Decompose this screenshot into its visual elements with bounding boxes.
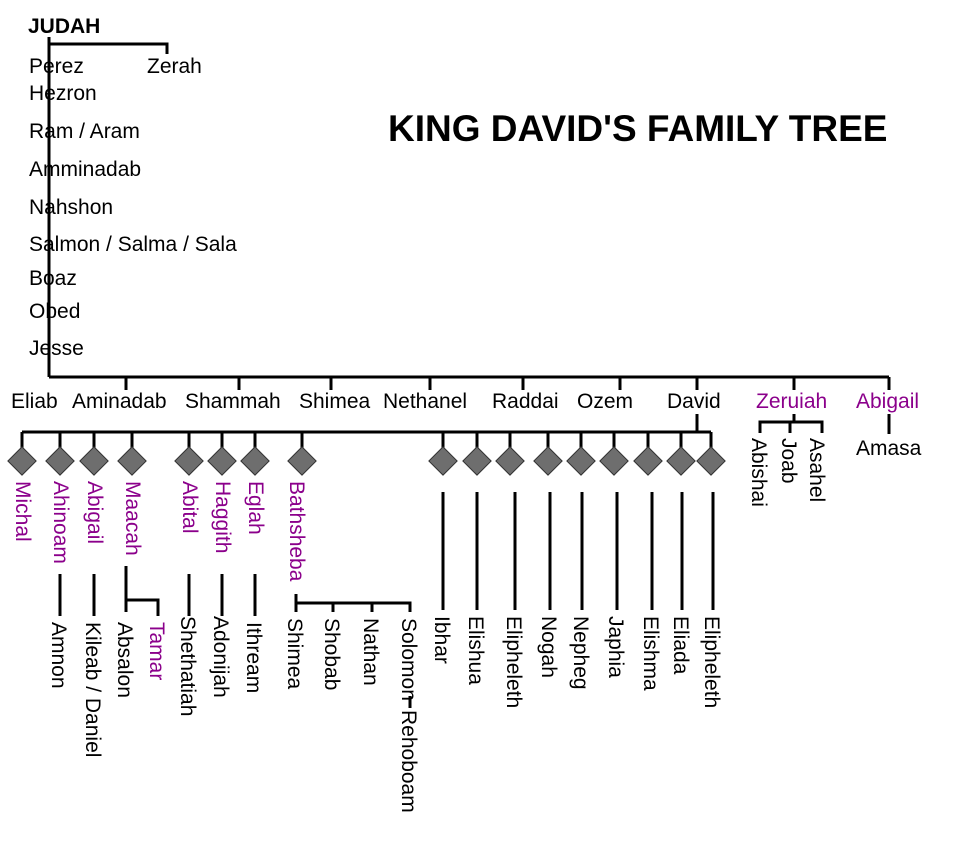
wife-diamond — [79, 446, 109, 476]
node-boaz: Boaz — [29, 267, 77, 290]
concubine-diamond — [696, 446, 726, 476]
child-nathan: Nathan — [359, 618, 382, 686]
node-david: David — [667, 390, 721, 413]
child-adonijah: Adonijah — [209, 616, 232, 698]
node-amminadab: Amminadab — [29, 158, 141, 181]
concubine-diamond — [666, 446, 696, 476]
child-shethatiah: Shethatiah — [176, 616, 199, 716]
child-ithream: Ithream — [242, 622, 265, 693]
concubine-diamond — [428, 446, 458, 476]
child-elipheleth: Elipheleth — [502, 616, 525, 708]
wife-diamond — [7, 446, 37, 476]
wife-ahinoam: Ahinoam — [49, 481, 72, 564]
child-kileab: Kileab / Daniel — [81, 622, 104, 757]
judah-connector — [47, 37, 169, 54]
child-amnon: Amnon — [47, 622, 70, 689]
node-nethanel: Nethanel — [383, 390, 467, 413]
node-obed: Obed — [29, 300, 80, 323]
node-ram: Ram / Aram — [29, 120, 140, 143]
node-salmon: Salmon / Salma / Sala — [29, 233, 237, 256]
maacah-tamar-line — [126, 598, 160, 616]
wife-diamond — [287, 446, 317, 476]
concubine-diamond — [533, 446, 563, 476]
child-nepheg: Nepheg — [569, 616, 592, 690]
wife-haggith: Haggith — [211, 481, 234, 553]
concubine-diamond — [495, 446, 525, 476]
wife-diamond — [240, 446, 270, 476]
child-nogah: Nogah — [537, 616, 560, 678]
child-elishua: Elishua — [464, 616, 487, 685]
node-ozem: Ozem — [577, 390, 633, 413]
diagram-title: KING DAVID'S FAMILY TREE — [388, 108, 887, 149]
concubine-diamond — [462, 446, 492, 476]
node-eliab: Eliab — [11, 390, 58, 413]
node-asahel: Asahel — [805, 438, 828, 502]
child-rehoboam: Rehoboam — [397, 710, 420, 813]
bathsheba-children-bar — [294, 601, 412, 612]
wife-diamond — [45, 446, 75, 476]
node-abishai: Abishai — [747, 438, 770, 507]
node-perez: Perez — [29, 55, 84, 78]
child-solomon: Solomon — [397, 618, 420, 701]
node-raddai: Raddai — [492, 390, 559, 413]
wife-eglah: Eglah — [244, 481, 267, 535]
concubine-diamond — [599, 446, 629, 476]
node-judah: JUDAH — [28, 15, 100, 38]
wife-diamond — [174, 446, 204, 476]
node-aminadab: Aminadab — [72, 390, 167, 413]
wife-abital: Abital — [178, 481, 201, 534]
node-jesse: Jesse — [29, 337, 84, 360]
concubine-diamond — [566, 446, 596, 476]
wife-abigail: Abigail — [83, 481, 106, 544]
node-shammah: Shammah — [185, 390, 281, 413]
child-japhia: Japhia — [604, 616, 627, 678]
concubine-diamond — [633, 446, 663, 476]
node-hezron: Hezron — [29, 82, 97, 105]
child-tamar: Tamar — [145, 622, 168, 680]
node-nahshon: Nahshon — [29, 196, 113, 219]
wife-maacah: Maacah — [121, 481, 144, 556]
child-shobab: Shobab — [320, 618, 343, 690]
node-abigail-sister: Abigail — [856, 390, 919, 413]
node-zeruiah: Zeruiah — [756, 390, 827, 413]
wife-diamonds — [7, 446, 726, 476]
node-amasa: Amasa — [856, 437, 922, 460]
child-ibhar: Ibhar — [430, 616, 453, 664]
child-elishma: Elishma — [639, 616, 662, 691]
node-joab: Joab — [777, 438, 800, 484]
wife-diamond — [117, 446, 147, 476]
node-zerah: Zerah — [147, 55, 202, 78]
child-eliada: Eliada — [669, 616, 692, 675]
child-elipheleth-2: Elipheleth — [700, 616, 723, 708]
wife-michal: Michal — [11, 481, 34, 542]
wife-diamond — [207, 446, 237, 476]
child-shimea: Shimea — [283, 618, 306, 690]
wife-bathsheba: Bathsheba — [285, 481, 308, 582]
child-absalon: Absalon — [113, 622, 136, 698]
node-shimea-brother: Shimea — [299, 390, 371, 413]
